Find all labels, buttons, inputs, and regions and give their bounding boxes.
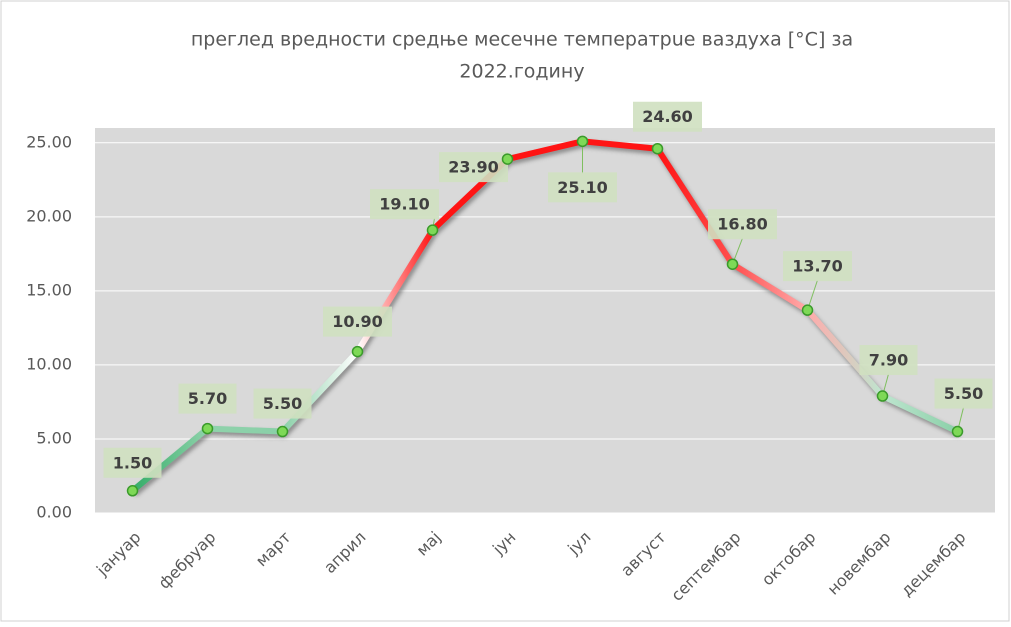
value-label-box bbox=[708, 209, 777, 240]
point bbox=[501, 153, 514, 165]
value-label: 25.10 bbox=[557, 178, 608, 197]
value-label: 1.50 bbox=[113, 453, 152, 472]
value-label: 5.70 bbox=[188, 389, 227, 408]
point bbox=[951, 425, 964, 438]
value-label: 16.80 bbox=[717, 215, 768, 234]
value-label-box bbox=[633, 101, 702, 132]
point bbox=[576, 135, 589, 148]
plot-area bbox=[95, 128, 995, 513]
point bbox=[426, 224, 439, 236]
value-label: 19.10 bbox=[379, 195, 430, 214]
point bbox=[876, 390, 889, 402]
value-label: 13.70 bbox=[792, 257, 843, 276]
point bbox=[276, 425, 289, 438]
value-label: 23.90 bbox=[448, 158, 499, 177]
y-tick-label: 5.00 bbox=[36, 428, 72, 447]
value-label: 10.90 bbox=[332, 312, 383, 331]
chart-title: преглед вредности средње месечне темпера… bbox=[191, 29, 853, 51]
value-label-box bbox=[783, 251, 852, 282]
value-label-box bbox=[178, 383, 237, 414]
value-label-box bbox=[859, 345, 918, 376]
point bbox=[351, 345, 364, 358]
value-label: 7.90 bbox=[869, 351, 908, 370]
value-label: 24.60 bbox=[642, 107, 693, 126]
value-label-box bbox=[370, 189, 439, 220]
y-tick-label: 25.00 bbox=[26, 132, 72, 151]
value-label-box bbox=[934, 378, 993, 409]
y-tick-label: 15.00 bbox=[26, 280, 72, 299]
value-label-box bbox=[439, 152, 508, 183]
point bbox=[651, 142, 664, 155]
value-label-box bbox=[253, 388, 312, 419]
y-tick-label: 20.00 bbox=[26, 206, 72, 225]
point bbox=[801, 304, 814, 316]
y-tick-label: 0.00 bbox=[36, 503, 72, 522]
value-label: 5.50 bbox=[263, 394, 302, 413]
value-label: 5.50 bbox=[944, 384, 983, 403]
point bbox=[126, 485, 139, 497]
point bbox=[726, 258, 739, 270]
value-label-box bbox=[548, 172, 617, 203]
value-label-box bbox=[323, 306, 392, 337]
line bbox=[130, 138, 959, 494]
chart-title: 2022.годину bbox=[459, 61, 584, 83]
point bbox=[201, 422, 214, 435]
y-tick-label: 10.00 bbox=[26, 354, 72, 373]
value-label-box bbox=[103, 447, 162, 478]
